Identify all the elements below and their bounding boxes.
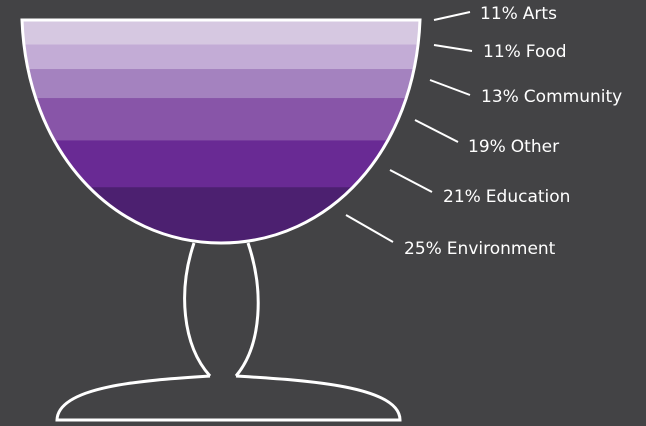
layer [22,20,420,46]
category-label: Other [511,137,559,157]
leader-line [433,11,471,21]
category-label: Environment [447,239,556,259]
value-label: 21% [443,187,481,207]
bowl-layers [22,20,420,243]
category-label: Education [486,187,571,207]
category-label: Community [524,87,622,107]
layer [22,140,420,188]
leader-line [345,214,394,243]
category-label: Food [526,42,567,62]
leader-line [433,44,473,52]
base-outline [55,374,402,422]
value-label: 11% [480,4,518,24]
value-label: 25% [404,239,442,259]
layer-label: 13% Community [481,87,622,107]
value-label: 19% [468,137,506,157]
leader-line [429,79,471,96]
layer [22,69,420,99]
stem-outline [183,242,260,378]
category-label: Arts [523,4,557,24]
layer [22,44,420,70]
value-label: 13% [481,87,519,107]
layer [22,98,420,141]
layer-label: 11% Food [483,42,567,62]
bowl-outline [20,18,422,245]
leader-line [414,119,459,143]
value-label: 11% [483,42,521,62]
leader-line [389,169,433,193]
layer-label: 21% Education [443,187,570,207]
layer-label: 25% Environment [404,239,556,259]
layer [22,187,420,243]
layer-label: 11% Arts [480,4,557,24]
layer-label: 19% Other [468,137,559,157]
